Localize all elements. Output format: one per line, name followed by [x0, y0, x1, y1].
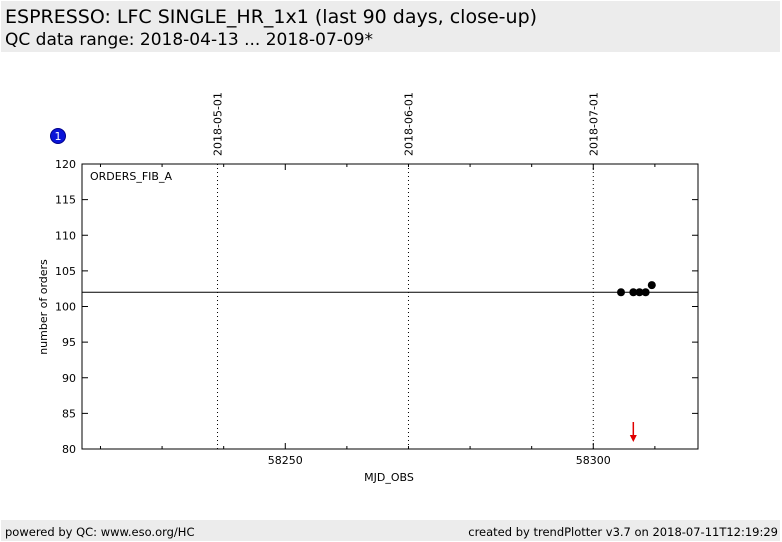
- data-point: [641, 288, 650, 297]
- y-tick-label: 85: [62, 407, 76, 420]
- panel-label: ORDERS_FIB_A: [90, 170, 172, 183]
- report-header: ESPRESSO: LFC SINGLE_HR_1x1 (last 90 day…: [1, 1, 780, 52]
- outlier-arrow-head: [629, 435, 637, 442]
- axis-tick-labels: 80 85 90 95 100 105 110 115 120 58250 58300: [55, 158, 611, 467]
- y-axis-label: number of orders: [37, 259, 50, 355]
- y-tick-label: 95: [62, 336, 76, 349]
- page-subtitle: QC data range: 2018-04-13 ... 2018-07-09…: [5, 30, 374, 50]
- outlier-arrow: [629, 422, 637, 442]
- date-marker-lines: [217, 164, 594, 449]
- plot-frame: [81, 163, 699, 450]
- x-axis-label: MJD_OBS: [364, 471, 414, 484]
- axis-ticks: [82, 163, 698, 450]
- data-point: [647, 281, 656, 290]
- data-points: [617, 281, 656, 297]
- x-tick-label: 58300: [576, 454, 611, 467]
- y-tick-label: 120: [55, 158, 76, 171]
- data-point: [635, 288, 644, 297]
- y-tick-label: 80: [62, 443, 76, 456]
- x-tick-label: 58250: [268, 454, 303, 467]
- y-tick-label: 110: [55, 229, 76, 242]
- report-footer: powered by QC: www.eso.org/HC created by…: [1, 520, 780, 541]
- date-marker-label: 2018-05-01: [212, 92, 225, 156]
- page-title: ESPRESSO: LFC SINGLE_HR_1x1 (last 90 day…: [5, 6, 538, 28]
- y-tick-label: 105: [55, 265, 76, 278]
- date-marker-label: 2018-06-01: [402, 92, 415, 156]
- footer-generator-info: created by trendPlotter v3.7 on 2018-07-…: [468, 525, 778, 539]
- plot-number-badge: 1: [50, 128, 66, 144]
- outlier-arrows: [629, 422, 637, 442]
- y-tick-label: 100: [55, 301, 76, 314]
- y-tick-label: 90: [62, 372, 76, 385]
- data-point: [629, 288, 638, 297]
- footer-credit-link[interactable]: powered by QC: www.eso.org/HC: [5, 525, 195, 539]
- y-tick-label: 115: [55, 194, 76, 207]
- date-marker-labels: 2018-05-01 2018-06-01 2018-07-01: [212, 92, 601, 156]
- data-point: [617, 288, 625, 297]
- date-marker-label: 2018-07-01: [587, 92, 600, 156]
